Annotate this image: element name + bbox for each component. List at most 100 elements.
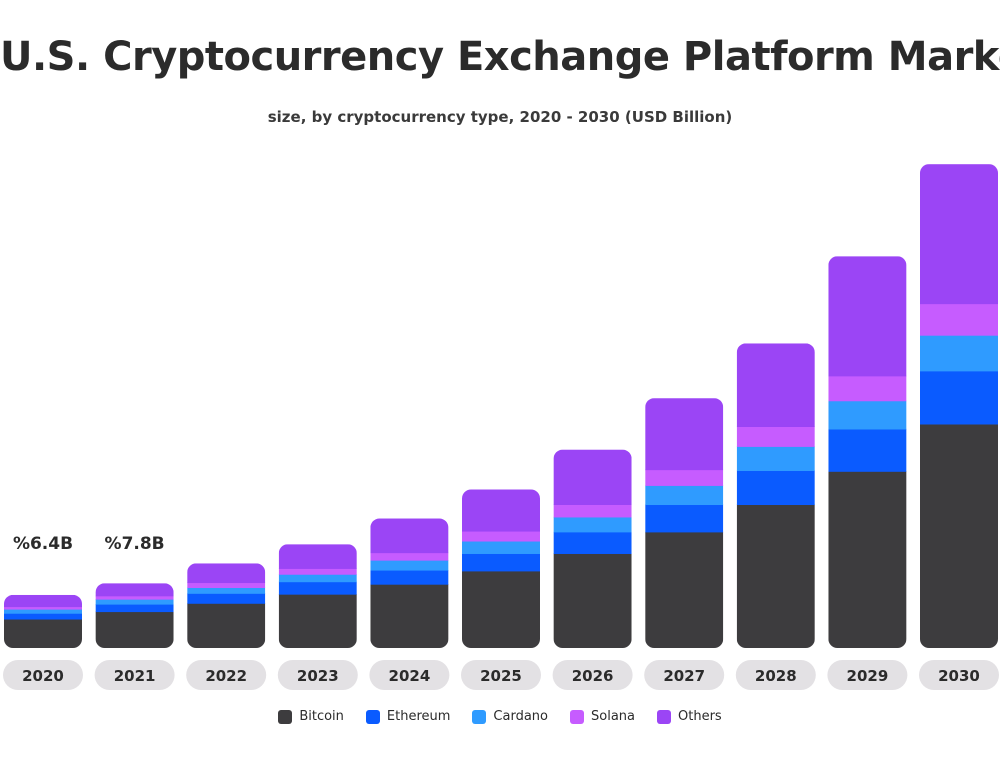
x-tick-label-2029: 2029	[847, 667, 889, 685]
legend-item-solana: Solana	[570, 709, 635, 724]
legend-label-ethereum: Ethereum	[386, 709, 451, 724]
bar-stack-2025	[462, 489, 540, 648]
bar-solana-2023	[278, 568, 357, 575]
x-tick-label-2024: 2024	[389, 667, 431, 685]
legend-label-others: Others	[678, 709, 722, 724]
bar-others-2020	[4, 594, 82, 608]
legend-label-solana: Solana	[591, 709, 635, 724]
bar-cardano-2022	[187, 587, 266, 594]
bar-solana-2029	[828, 375, 907, 402]
x-tick-pill-2024	[369, 660, 450, 690]
bar-ethereum-2026	[553, 531, 632, 554]
legend-swatch-bitcoin	[278, 709, 293, 724]
bar-ethereum-2025	[462, 553, 540, 572]
bar-stack-2026	[553, 449, 632, 648]
bar-solana-2026	[553, 504, 632, 518]
legend-swatch-cardano	[472, 709, 487, 724]
bar-stack-2021	[95, 583, 174, 649]
chart-subtitle: size, by cryptocurrency type, 2020 - 203…	[267, 108, 733, 126]
chart-title: U.S. Cryptocurrency Exchange Platform Ma…	[0, 34, 1000, 80]
x-tick-pill-2029	[827, 660, 908, 690]
bar-solana-2028	[736, 426, 815, 447]
bar-bitcoin-2029	[828, 471, 907, 648]
bar-others-2022	[187, 563, 266, 584]
x-tick-pill-2030	[919, 660, 999, 690]
bar-solana-2030	[920, 303, 998, 336]
x-tick-label-2021: 2021	[114, 667, 156, 685]
bar-bitcoin-2027	[645, 531, 724, 649]
bar-others-2030	[920, 164, 998, 305]
x-tick-label-2023: 2023	[297, 667, 339, 685]
bar-cardano-2027	[645, 485, 724, 506]
bar-ethereum-2029	[828, 428, 907, 472]
bar-ethereum-2030	[920, 370, 998, 425]
legend-item-ethereum: Ethereum	[365, 709, 451, 724]
x-tick-pill-2021	[94, 660, 175, 690]
x-tick-label-2020: 2020	[22, 667, 64, 685]
bar-cardano-2030	[920, 335, 998, 372]
bar-stack-2030	[920, 164, 998, 649]
bar-bitcoin-2023	[278, 594, 357, 648]
chart-legend: Bitcoin Ethereum Cardano Solana Others	[0, 709, 1000, 724]
legend-swatch-others	[657, 709, 671, 724]
bar-bitcoin-2028	[736, 504, 815, 648]
x-tick-label-2025: 2025	[480, 667, 522, 685]
x-tick-label-2028: 2028	[755, 667, 797, 685]
bar-cardano-2023	[278, 574, 357, 583]
x-tick-pill-2020	[3, 660, 83, 690]
x-tick-pill-2022	[186, 660, 267, 690]
bar-bitcoin-2020	[4, 618, 82, 649]
bar-cardano-2029	[828, 400, 907, 430]
bar-cardano-2025	[462, 540, 540, 554]
bar-ethereum-2022	[187, 593, 266, 604]
bar-bitcoin-2026	[553, 553, 632, 648]
bar-solana-2022	[187, 582, 266, 589]
x-tick-label-2026: 2026	[572, 667, 614, 685]
bar-stack-2023	[278, 544, 357, 648]
bar-bitcoin-2022	[187, 603, 266, 649]
bar-others-2025	[462, 489, 540, 532]
bar-bitcoin-2030	[920, 423, 998, 649]
bar-stack-2020	[4, 594, 82, 649]
bar-solana-2025	[462, 530, 540, 542]
legend-item-cardano: Cardano	[472, 709, 548, 724]
bar-cardano-2028	[736, 446, 815, 471]
legend-item-others: Others	[657, 709, 722, 724]
bar-solana-2020	[4, 606, 82, 610]
bar-stack-2028	[736, 343, 815, 648]
x-tick-label-2027: 2027	[663, 667, 705, 685]
bar-stack-2029	[828, 256, 907, 648]
bar-stack-2022	[187, 563, 266, 649]
legend-swatch-solana	[570, 709, 584, 724]
x-tick-label-2030: 2030	[938, 667, 980, 685]
bar-cardano-2020	[4, 608, 82, 614]
bar-bitcoin-2024	[370, 584, 449, 649]
bar-others-2028	[736, 343, 815, 427]
data-label-2020: %6.4B	[13, 534, 73, 554]
bar-cardano-2024	[370, 560, 449, 571]
bar-ethereum-2024	[370, 569, 449, 585]
x-tick-pill-2023	[277, 660, 358, 690]
x-tick-pill-2026	[552, 660, 633, 690]
bar-others-2021	[95, 583, 174, 597]
legend-label-cardano: Cardano	[493, 709, 548, 724]
bar-others-2029	[828, 256, 907, 377]
x-tick-pill-2025	[461, 660, 541, 690]
bar-stack-2027	[645, 398, 724, 649]
bar-cardano-2021	[95, 599, 174, 605]
bar-bitcoin-2025	[462, 570, 540, 648]
data-label-2021: %7.8B	[105, 534, 165, 554]
bar-ethereum-2023	[278, 581, 357, 595]
bar-solana-2024	[370, 552, 449, 561]
bar-stack-2024	[370, 518, 449, 649]
bar-solana-2021	[95, 595, 174, 600]
legend-item-bitcoin: Bitcoin	[278, 709, 344, 724]
bar-others-2023	[278, 544, 357, 569]
bar-ethereum-2020	[4, 613, 82, 620]
bar-others-2026	[553, 449, 632, 506]
x-tick-label-2022: 2022	[205, 667, 247, 685]
bar-solana-2027	[645, 469, 724, 486]
bar-bitcoin-2021	[95, 611, 174, 649]
bar-ethereum-2028	[736, 470, 815, 506]
